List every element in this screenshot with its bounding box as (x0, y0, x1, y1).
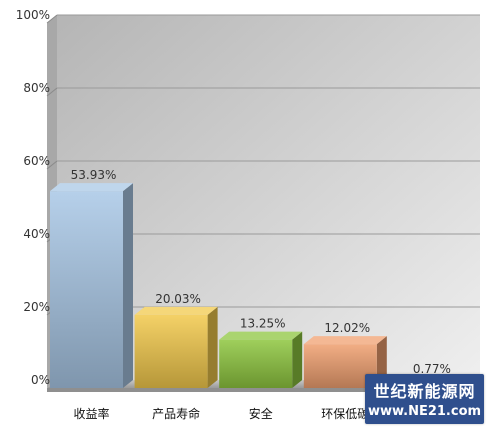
y-axis: 0% 20% 40% 60% 80% 100% (16, 8, 50, 387)
x-tick-label: 产品寿命 (152, 406, 200, 421)
x-axis: 收益率 产品寿命 安全 环保低碳 (73, 406, 369, 421)
data-labels: 53.93% 20.03% 13.25% 12.02% 0.77% (71, 168, 451, 376)
data-label: 0.77% (413, 362, 451, 376)
watermark-line1: 世纪新能源网 (373, 382, 476, 401)
data-label: 12.02% (324, 321, 370, 335)
x-tick-label: 收益率 (73, 406, 109, 421)
bar-front (303, 344, 377, 388)
site-watermark-logo: 世纪新能源网 www.NE21.com (365, 374, 484, 424)
data-label: 53.93% (71, 168, 117, 182)
bar (219, 331, 303, 388)
y-tick-label: 80% (23, 81, 50, 95)
gridline-side (46, 160, 58, 170)
bar (134, 306, 218, 388)
y-tick-label: 20% (23, 300, 50, 314)
bar-side (207, 306, 218, 388)
x-tick-label: 安全 (249, 406, 273, 421)
gridline-side (46, 14, 58, 24)
x-tick-label: 环保低碳 (321, 407, 369, 421)
bar-top (303, 336, 387, 345)
floor-edge (47, 388, 470, 392)
gridline-side (46, 87, 58, 97)
bar-front (134, 314, 208, 388)
watermark-line2: www.NE21.com (367, 404, 482, 419)
y-tick-label: 60% (23, 154, 50, 168)
data-label: 20.03% (155, 292, 201, 306)
bar-front (50, 191, 123, 388)
bar (50, 183, 133, 388)
bar-side (123, 183, 133, 388)
bar-front (219, 339, 293, 388)
bar-top (50, 183, 133, 192)
y-tick-label: 100% (16, 8, 50, 22)
y-tick-label: 40% (23, 227, 50, 241)
bars (50, 183, 472, 388)
bar-side (292, 331, 303, 388)
bar-top (219, 331, 303, 340)
y-tick-label: 0% (31, 373, 50, 387)
bar (303, 336, 387, 388)
data-label: 13.25% (240, 317, 286, 331)
bar-top (134, 306, 218, 315)
